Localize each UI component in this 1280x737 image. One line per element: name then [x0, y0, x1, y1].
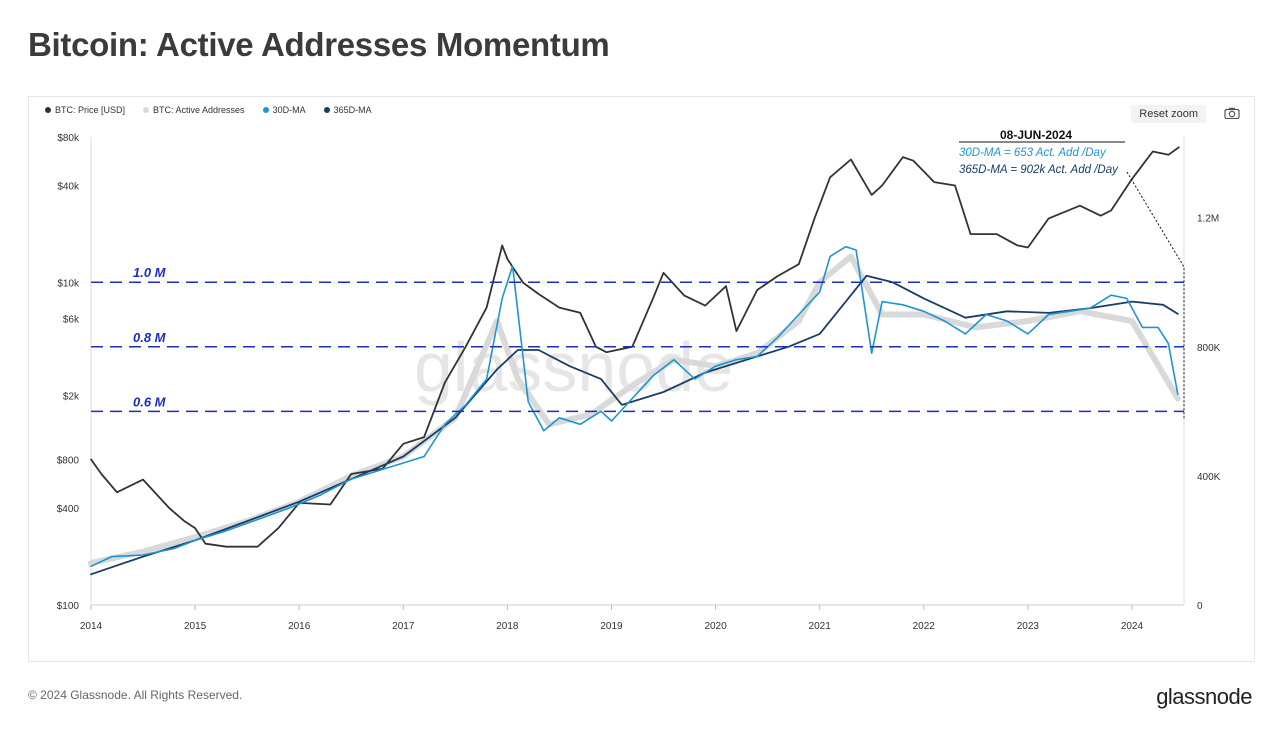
chart-card: BTC: Price [USD] BTC: Active Addresses 3… [28, 96, 1255, 662]
y-left-tick-label: $400 [57, 504, 80, 515]
legend-label-30d-ma: 30D-MA [272, 105, 306, 115]
legend-dot-365d-ma [323, 107, 330, 113]
level-label: 0.6 M [133, 394, 167, 409]
series-group [88, 146, 1181, 576]
y-left-tick-label: $800 [57, 455, 80, 466]
y-left-tick-label: $100 [57, 601, 80, 612]
legend-label-price: BTC: Price [USD] [55, 105, 126, 115]
y-right-tick-label: 800K [1197, 343, 1221, 354]
x-tick-label: 2024 [1121, 621, 1144, 632]
legend-dot-30d-ma [262, 107, 269, 113]
legend-label-active-addresses: BTC: Active Addresses [153, 105, 245, 115]
legend-dot-price [45, 107, 51, 113]
y-left-tick-label: $80k [57, 133, 80, 144]
x-axis: 2014 2015 2016 2017 2018 2019 2020 2021 2022 2023… [80, 604, 1184, 632]
x-tick-label: 2015 [184, 621, 207, 632]
x-tick-label: 2016 [288, 621, 311, 632]
y-right-tick-label: 1.2M [1197, 214, 1219, 225]
y-left-tick-label: $6k [63, 314, 80, 325]
x-tick-label: 2020 [704, 621, 727, 632]
y-axis-left: $80k $40k $10k $6k $2k $800 $400 $100 [57, 133, 92, 612]
y-right-tick-label: 400K [1197, 472, 1221, 483]
legend-dot-active-addresses [143, 107, 150, 113]
x-tick-label: 2018 [496, 621, 519, 632]
annotation-30d-ma: 30D-MA = 653 Act. Add /Day [959, 147, 1107, 159]
page-title: Bitcoin: Active Addresses Momentum [28, 26, 610, 63]
legend-item-30d-ma[interactable]: 30D-MA [262, 105, 306, 115]
x-tick-label: 2019 [600, 621, 623, 632]
legend-item-365d-ma[interactable]: 365D-MA [323, 105, 372, 115]
x-tick-label: 2014 [80, 621, 103, 632]
level-label: 1.0 M [133, 265, 167, 280]
annotation-date: 08-JUN-2024 [1000, 128, 1072, 142]
annotation-365d-ma: 365D-MA = 902k Act. Add /Day [959, 164, 1119, 176]
legend-label-365d-ma: 365D-MA [333, 105, 372, 115]
level-label: 0.8 M [133, 330, 167, 345]
annotation-pointer [1126, 171, 1185, 419]
series-line-btc-price-usd [90, 146, 1180, 548]
footer-copyright: © 2024 Glassnode. All Rights Reserved. [28, 688, 243, 702]
y-right-tick-label: 0 [1197, 601, 1203, 612]
levels-group: 1.0 M 0.8 M 0.6 M [91, 265, 1184, 413]
annotation-group: 08-JUN-2024 30D-MA = 653 Act. Add /Day 3… [959, 128, 1185, 419]
y-left-tick-label: $2k [63, 391, 80, 402]
footer-logo: glassnode [1156, 684, 1252, 709]
x-tick-label: 2017 [392, 621, 415, 632]
y-left-tick-label: $40k [57, 182, 80, 193]
series-line-btc-active-addresses [88, 253, 1181, 566]
x-tick-label: 2023 [1017, 621, 1040, 632]
y-axis-right: 1.2M 800K 400K 0 [1183, 137, 1221, 612]
y-left-tick-label: $10k [57, 279, 80, 290]
chart-plot: glassnode 2014 2015 2016 2017 2018 2019 2020 20… [57, 128, 1221, 632]
x-tick-label: 2022 [913, 621, 936, 632]
reset-zoom-button[interactable]: Reset zoom [1131, 105, 1206, 123]
series-line-30d-ma [90, 245, 1179, 568]
chart-legend: BTC: Price [USD] BTC: Active Addresses 3… [45, 105, 372, 115]
legend-item-active-addresses[interactable]: BTC: Active Addresses [143, 105, 245, 115]
camera-icon[interactable] [1224, 107, 1240, 119]
x-tick-label: 2021 [809, 621, 832, 632]
legend-item-price[interactable]: BTC: Price [USD] [45, 105, 125, 115]
